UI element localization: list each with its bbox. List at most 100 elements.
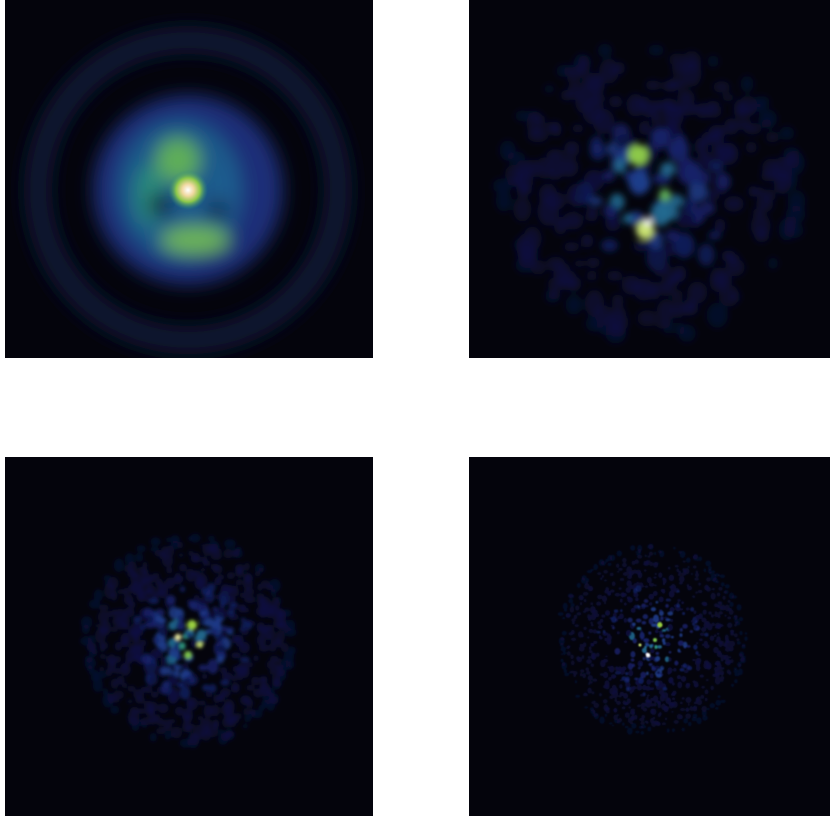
speckle <box>202 684 210 691</box>
speckle <box>633 593 638 598</box>
speckle <box>718 143 738 165</box>
speckle <box>133 616 142 624</box>
speckle <box>714 634 717 637</box>
speckle <box>622 563 627 568</box>
speckle <box>601 614 605 617</box>
speckle <box>695 660 701 666</box>
speckle <box>696 717 701 724</box>
speckle <box>615 648 621 655</box>
speckle <box>563 651 566 655</box>
speckle <box>617 571 620 573</box>
speckle <box>544 85 555 93</box>
speckle <box>722 596 725 600</box>
speckle <box>650 688 652 690</box>
speckle <box>657 300 676 322</box>
speckle <box>637 685 643 691</box>
speckle <box>724 655 729 661</box>
speckle <box>496 190 512 212</box>
speckle <box>150 676 159 684</box>
speckle <box>593 564 598 570</box>
speckle <box>196 629 206 640</box>
speckle <box>699 638 703 641</box>
speckle <box>698 590 703 593</box>
speckle <box>136 590 147 602</box>
speckle <box>148 574 156 582</box>
speckle <box>653 576 656 578</box>
speckle <box>721 659 724 661</box>
speckle <box>729 656 732 658</box>
speckle <box>715 700 721 706</box>
speckle <box>123 588 129 596</box>
speckle <box>686 697 692 703</box>
speckle <box>630 545 635 551</box>
speckle <box>572 621 575 624</box>
speckle <box>592 691 595 694</box>
speckle <box>174 669 180 677</box>
speckle <box>88 635 95 643</box>
speckle <box>685 713 691 719</box>
speckle <box>649 562 653 566</box>
speckle <box>191 639 198 647</box>
speckle <box>734 624 737 627</box>
speckle <box>168 621 177 631</box>
speckle <box>515 110 530 121</box>
speckle <box>653 563 658 568</box>
speckle <box>646 679 651 685</box>
speckle <box>583 693 588 696</box>
speckle <box>580 596 583 599</box>
speckle <box>562 617 565 620</box>
speckle <box>704 104 722 118</box>
speckle <box>674 661 678 666</box>
speckle <box>650 698 653 701</box>
speckle <box>111 591 118 601</box>
speckle <box>602 575 604 578</box>
speckle <box>629 586 634 589</box>
speckle <box>188 536 193 541</box>
speckle <box>228 627 234 632</box>
speckle <box>569 671 572 673</box>
speckle <box>618 568 623 571</box>
speckle <box>623 213 633 223</box>
speckle <box>625 712 630 718</box>
speckle <box>648 594 654 600</box>
speckle <box>658 713 661 717</box>
speckle <box>104 581 111 586</box>
speckle <box>717 173 731 190</box>
speckle <box>727 622 733 628</box>
speckle <box>120 663 131 676</box>
speckle <box>609 688 614 695</box>
speckle <box>734 669 739 673</box>
speckle <box>150 537 160 546</box>
speckle <box>587 636 590 638</box>
speckle <box>615 666 618 669</box>
speckle <box>589 646 592 650</box>
speckle <box>244 596 255 603</box>
speckle <box>641 731 644 735</box>
speckle <box>691 573 693 575</box>
speckle <box>668 677 674 684</box>
speckle <box>677 157 698 185</box>
speckle <box>705 698 708 702</box>
speckle <box>589 629 594 633</box>
speckle <box>687 566 690 568</box>
speckle <box>140 717 152 725</box>
speckle <box>166 595 176 605</box>
speckle <box>627 94 645 117</box>
speckle <box>718 575 721 577</box>
speckle <box>105 669 112 677</box>
speckle <box>566 614 571 618</box>
speckle <box>643 657 646 660</box>
speckle <box>656 652 660 655</box>
speckle <box>573 674 576 678</box>
speckle <box>213 719 220 728</box>
speckle <box>574 260 585 267</box>
speckle <box>627 698 631 704</box>
speckle <box>683 560 686 562</box>
speckle <box>703 609 707 614</box>
speckle <box>701 706 707 712</box>
speckle <box>616 701 621 705</box>
speckle <box>656 601 659 604</box>
speckle <box>615 593 621 597</box>
speckle <box>658 572 662 578</box>
speckle <box>579 644 583 647</box>
